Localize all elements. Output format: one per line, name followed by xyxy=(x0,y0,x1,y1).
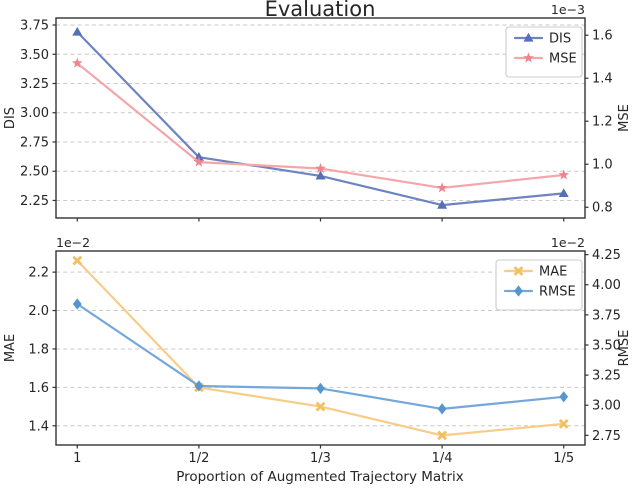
right-tick-label: 0.8 xyxy=(592,201,613,216)
right-axis-ticks: 1.6 1.4 1.2 1.0 0.8 xyxy=(585,29,613,216)
right-tick-label: 1.6 xyxy=(592,29,613,44)
left-axis-ticks: 3.75 3.50 3.25 3.00 2.75 2.50 2.25 xyxy=(20,19,56,209)
legend-marker-rmse xyxy=(514,285,523,297)
legend-label: RMSE xyxy=(539,285,576,300)
right-axis-ticks: 4.25 4.00 3.75 3.50 3.25 3.00 2.75 xyxy=(585,248,621,444)
legend-label: MSE xyxy=(549,52,577,67)
left-tick-label: 1.6 xyxy=(28,381,49,396)
bottom-subplot: 2.2 2.0 1.8 1.6 1.4 4.25 4.00 3.75 3.50 3.25 3.00 2… xyxy=(3,235,632,466)
right-tick-label: 3.00 xyxy=(592,399,621,414)
series-line-mae xyxy=(76,259,565,437)
legend: DIS MSE xyxy=(505,26,583,78)
series-mae xyxy=(72,255,569,441)
right-tick-label: 1.4 xyxy=(592,72,613,87)
left-tick-label: 2.25 xyxy=(20,194,49,209)
x-marker-mae xyxy=(437,430,447,441)
right-axis-title: MSE xyxy=(617,104,632,132)
right-tick-label: 1.0 xyxy=(592,158,613,173)
x-tick-label: 1/2 xyxy=(188,451,209,466)
star-marker-mse xyxy=(315,162,326,174)
x-tick-label: 1/3 xyxy=(310,451,331,466)
x-tick-label: 1/5 xyxy=(553,451,574,466)
left-offset-text: 1e−2 xyxy=(56,235,90,250)
star-marker-mse xyxy=(193,156,205,167)
series-rmse xyxy=(72,298,569,415)
left-tick-label: 3.50 xyxy=(20,48,49,63)
legend-label: DIS xyxy=(549,32,571,47)
left-tick-label: 2.2 xyxy=(28,266,49,281)
right-tick-label: 3.50 xyxy=(592,338,621,353)
left-tick-label: 2.75 xyxy=(20,135,49,150)
star-marker-mse xyxy=(436,182,448,193)
left-tick-label: 2.50 xyxy=(20,165,49,180)
x-axis-label: Proportion of Augmented Trajectory Matri… xyxy=(176,469,464,485)
diamond-marker-rmse xyxy=(194,380,204,392)
figure-title: Evaluation xyxy=(265,0,376,21)
triangle-marker-dis xyxy=(193,151,204,161)
right-tick-label: 3.25 xyxy=(592,369,621,384)
triangle-marker-dis xyxy=(72,26,83,36)
triangle-marker-dis xyxy=(558,188,569,198)
left-axis-ticks: 2.2 2.0 1.8 1.6 1.4 xyxy=(28,266,56,434)
diamond-marker-rmse xyxy=(316,382,325,394)
star-marker-mse xyxy=(558,169,570,180)
diamond-marker-rmse xyxy=(437,403,447,415)
legend-marker-dis xyxy=(523,32,534,42)
right-offset-text: 1e−3 xyxy=(551,2,585,17)
right-tick-label: 4.25 xyxy=(592,248,621,263)
x-marker-mae xyxy=(315,401,326,412)
x-axis-ticks xyxy=(76,218,565,222)
legend-marker-mae xyxy=(513,266,524,276)
right-offset-text: 1e−2 xyxy=(551,235,585,250)
legend-marker-mse xyxy=(523,52,534,63)
left-tick-label: 3.75 xyxy=(20,19,49,34)
diamond-marker-rmse xyxy=(559,391,569,403)
x-marker-mae xyxy=(558,418,569,429)
right-tick-label: 4.00 xyxy=(592,278,621,293)
left-axis-title: DIS xyxy=(3,107,18,129)
left-tick-label: 1.8 xyxy=(28,342,49,357)
right-axis-title: RMSE xyxy=(617,330,632,367)
legend-label: MAE xyxy=(539,265,567,280)
chart-layer: 3.75 3.50 3.25 3.00 2.75 2.50 2.25 1.6 1.4 1.2 1.0… xyxy=(3,2,632,466)
legend: MAE RMSE xyxy=(495,259,583,311)
left-tick-label: 3.00 xyxy=(20,106,49,121)
series-mse xyxy=(71,57,570,193)
star-marker-mse xyxy=(71,57,83,68)
series-dis xyxy=(72,26,569,209)
right-tick-label: 2.75 xyxy=(592,429,621,444)
x-marker-mae xyxy=(72,255,83,266)
left-tick-label: 3.25 xyxy=(20,77,49,92)
left-tick-label: 2.0 xyxy=(28,304,49,319)
left-axis-title: MAE xyxy=(3,334,18,362)
top-subplot: 3.75 3.50 3.25 3.00 2.75 2.50 2.25 1.6 1.4 1.2 1.0… xyxy=(3,2,632,222)
x-tick-label: 1/4 xyxy=(432,451,453,466)
right-tick-label: 1.2 xyxy=(592,115,613,130)
left-tick-label: 1.4 xyxy=(28,419,49,434)
diamond-marker-rmse xyxy=(72,298,82,310)
x-axis-ticks: 1 1/2 1/3 1/4 1/5 xyxy=(73,445,574,466)
x-tick-label: 1 xyxy=(73,451,81,466)
right-tick-label: 3.75 xyxy=(592,308,621,323)
triangle-marker-dis xyxy=(437,199,448,209)
triangle-marker-dis xyxy=(315,170,326,180)
